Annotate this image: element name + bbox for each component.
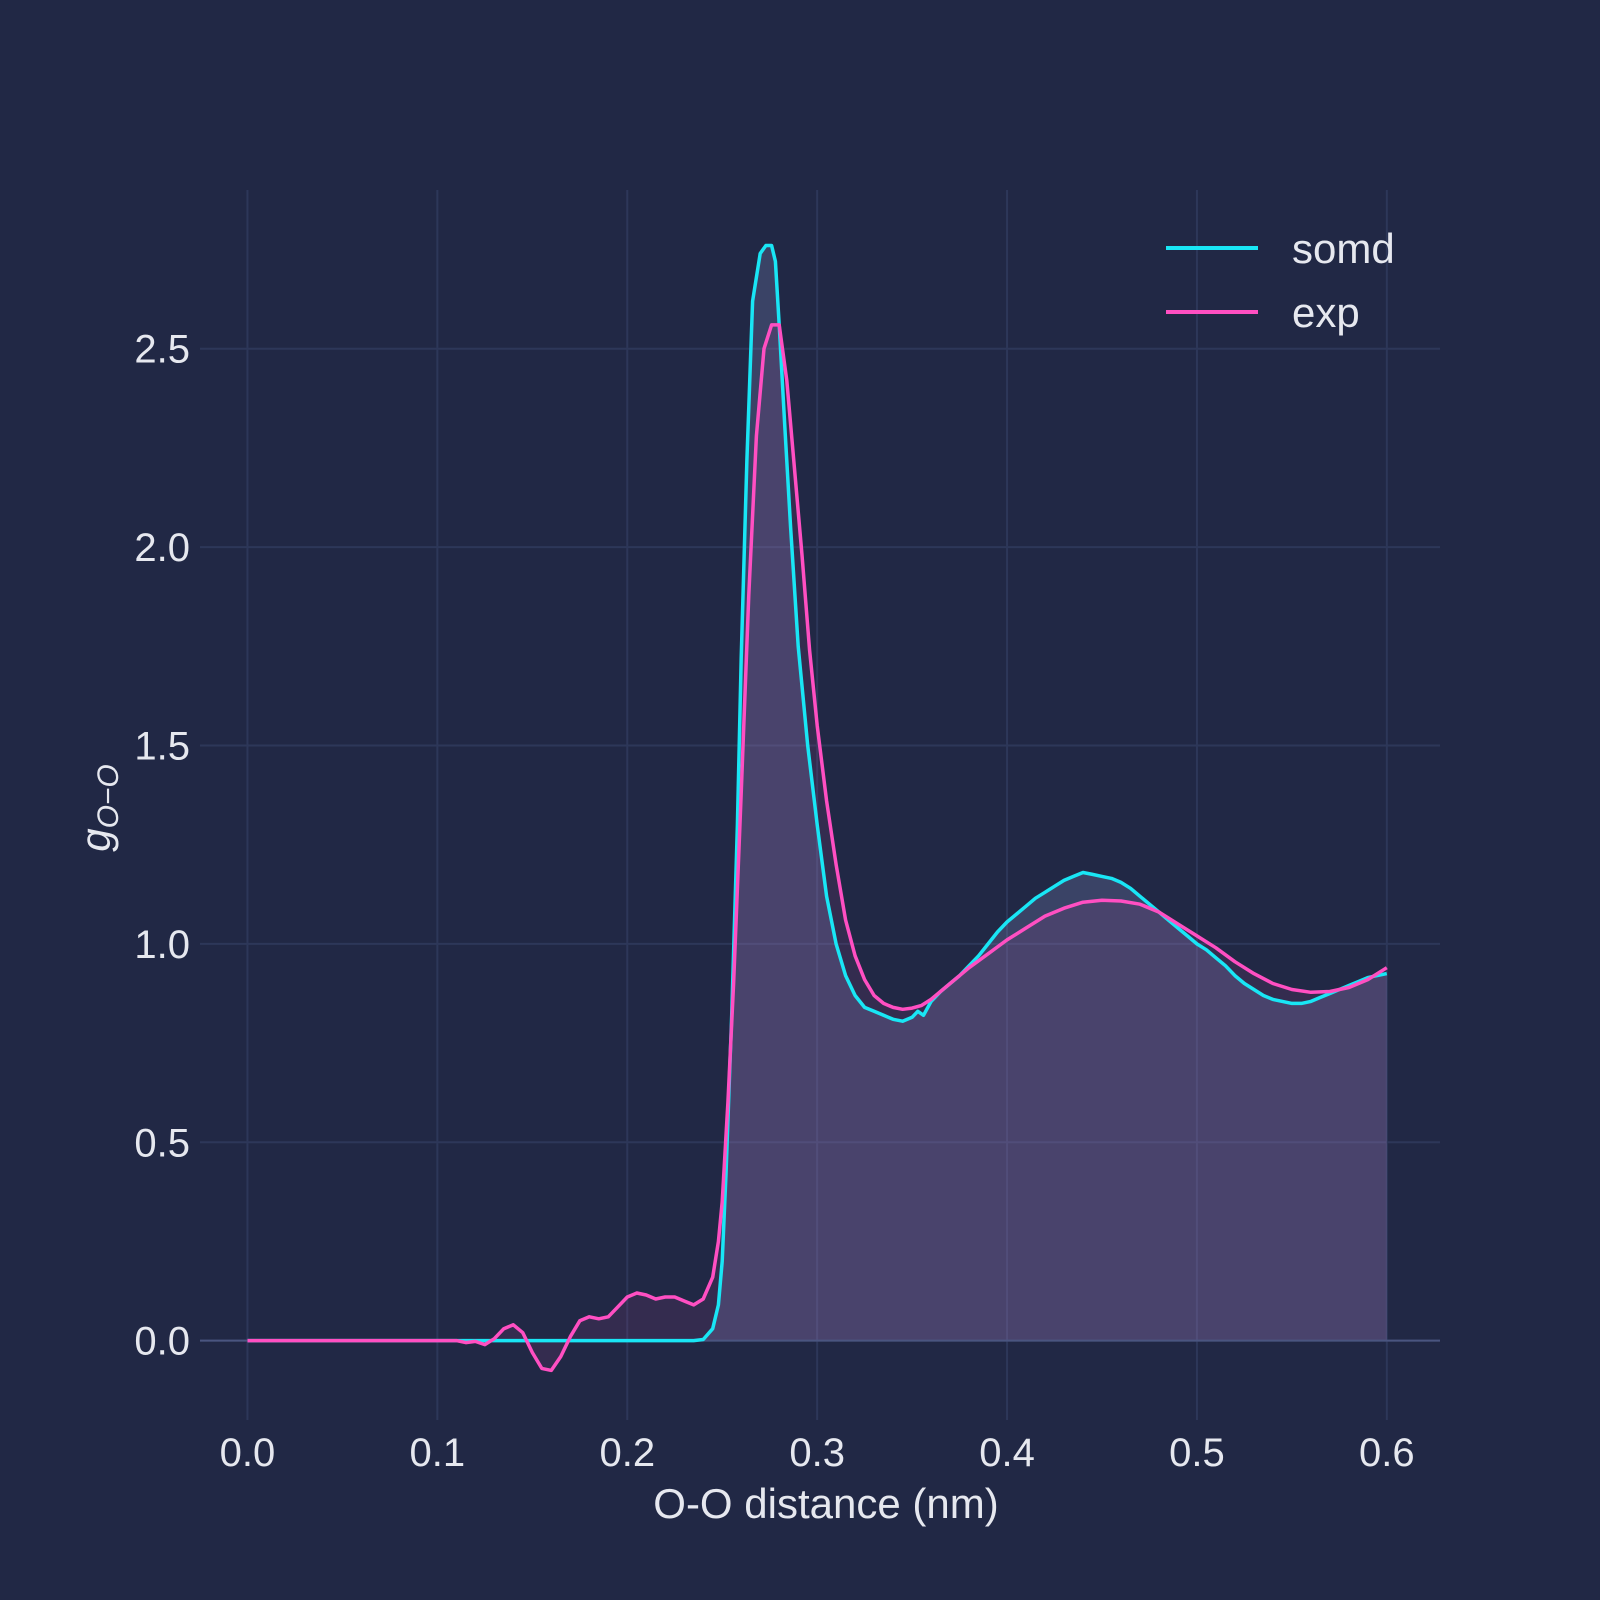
x-tick-label-6: 0.6 (1359, 1431, 1415, 1475)
y-tick-label-3: 1.5 (134, 724, 190, 768)
x-tick-label-2: 0.2 (599, 1431, 655, 1475)
y-tick-label-5: 2.5 (134, 328, 190, 372)
x-tick-label-1: 0.1 (410, 1431, 466, 1475)
y-tick-label-2: 1.0 (134, 923, 190, 967)
x-tick-label-4: 0.4 (979, 1431, 1035, 1475)
x-tick-label-3: 0.3 (789, 1431, 845, 1475)
y-axis-label-main: g (72, 828, 119, 851)
y-tick-label-0: 0.0 (134, 1320, 190, 1364)
y-axis-label: gO−O (72, 764, 125, 852)
legend: somd exp (1166, 225, 1395, 336)
series-line-exp (247, 323, 1388, 1373)
series-line-somd (247, 243, 1388, 1343)
y-tick-label-4: 2.0 (134, 526, 190, 570)
area-fill-exp (247, 324, 1387, 1371)
area-fill-somd (247, 245, 1387, 1341)
x-tick-label-0: 0.0 (220, 1431, 276, 1475)
y-tick-label-1: 0.5 (134, 1121, 190, 1165)
series-lines (247, 243, 1388, 1373)
x-tick-label-5: 0.5 (1169, 1431, 1225, 1475)
y-axis-label-sub: O−O (92, 764, 125, 828)
y-tick-labels: 0.0 0.5 1.0 1.5 2.0 2.5 (134, 328, 190, 1364)
legend-label-somd: somd (1292, 225, 1395, 272)
x-axis-label: O-O distance (nm) (653, 1480, 998, 1527)
legend-label-exp: exp (1292, 289, 1360, 336)
x-tick-labels: 0.0 0.1 0.2 0.3 0.4 0.5 0.6 (220, 1431, 1415, 1475)
